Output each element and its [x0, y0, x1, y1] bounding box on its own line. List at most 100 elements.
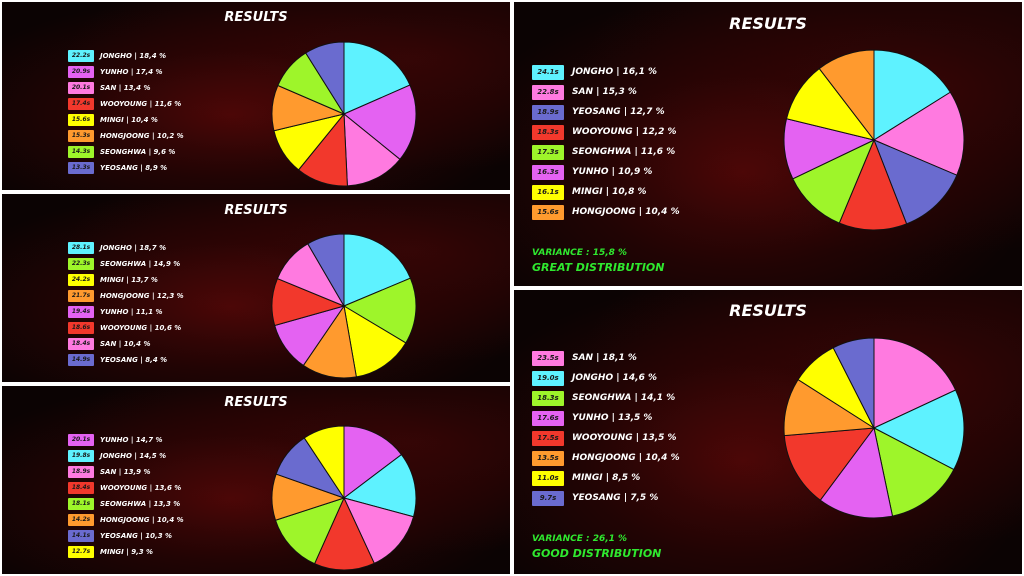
time-badge: 14.1s — [68, 530, 94, 542]
time-badge: 11.0s — [532, 470, 564, 486]
pie-slice — [343, 233, 412, 307]
legend-label: YEOSANG | 8,9 % — [100, 164, 168, 172]
time-badge: 18.4s — [68, 338, 94, 350]
pie-slice — [343, 497, 415, 565]
time-badge: 12.7s — [68, 546, 94, 558]
pie-slice — [838, 138, 908, 231]
panel-title: RESULTS — [729, 301, 807, 320]
time-badge: 17.3s — [532, 144, 564, 160]
time-badge: 18.1s — [68, 498, 94, 510]
results-panel-4: RESULTS 24.1s JONGHO | 16,1 % 22.8s SAN | 1… — [514, 2, 1022, 286]
legend-label: JONGHO | 14,6 % — [572, 373, 658, 383]
legend-item: 20.1s YUNHO | 14,7 % — [68, 432, 184, 448]
legend-item: 13.5s HONGJOONG | 10,4 % — [532, 448, 680, 468]
legend-item: 22.2s JONGHO | 18,4 % — [68, 48, 184, 64]
legend: 22.2s JONGHO | 18,4 % 20.9s YUNHO | 17,4 % 2… — [68, 48, 184, 176]
legend-item: 23.5s SAN | 18,1 % — [532, 348, 680, 368]
legend-item: 14.3s SEONGHWA | 9,6 % — [68, 144, 184, 160]
legend-item: 20.1s SAN | 13,4 % — [68, 80, 184, 96]
time-badge: 22.3s — [68, 258, 94, 270]
legend-item: 9.7s YEOSANG | 7,5 % — [532, 488, 680, 508]
legend-label: HONGJOONG | 10,2 % — [100, 132, 184, 140]
legend-item: 18.3s SEONGHWA | 14,1 % — [532, 388, 680, 408]
legend-item: 24.2s MINGI | 13,7 % — [68, 272, 184, 288]
legend-label: HONGJOONG | 10,4 % — [572, 453, 680, 463]
pie-chart — [271, 41, 417, 187]
legend-label: JONGHO | 16,1 % — [572, 67, 658, 77]
legend-label: WOOYOUNG | 12,2 % — [572, 127, 677, 137]
time-badge: 14.3s — [68, 146, 94, 158]
pie-slice — [343, 305, 407, 378]
legend-item: 16.1s MINGI | 10,8 % — [532, 182, 680, 202]
legend-label: WOOYOUNG | 10,6 % — [100, 324, 182, 332]
legend-item: 17.3s SEONGHWA | 11,6 % — [532, 142, 680, 162]
legend-label: YUNHO | 14,7 % — [100, 436, 163, 444]
legend-item: 16.3s YUNHO | 10,9 % — [532, 162, 680, 182]
legend-label: JONGHO | 18,4 % — [100, 52, 167, 60]
time-badge: 20.1s — [68, 434, 94, 446]
time-badge: 17.6s — [532, 410, 564, 426]
pie-slice — [832, 337, 875, 429]
pie-slice — [343, 84, 417, 161]
time-badge: 23.5s — [532, 350, 564, 366]
legend-label: JONGHO | 18,7 % — [100, 244, 167, 252]
legend-item: 17.4s WOOYOUNG | 11,6 % — [68, 96, 184, 112]
results-panel-3: RESULTS 20.1s YUNHO | 14,7 % 19.8s JONGHO |… — [2, 386, 510, 574]
legend-item: 18.4s SAN | 10,4 % — [68, 336, 184, 352]
time-badge: 18.4s — [68, 482, 94, 494]
pie-slice — [873, 337, 957, 429]
time-badge: 14.2s — [68, 514, 94, 526]
pie-chart — [783, 337, 965, 519]
pie-slice — [873, 139, 958, 225]
legend-item: 19.4s YUNHO | 11,1 % — [68, 304, 184, 320]
time-badge: 18.3s — [532, 390, 564, 406]
time-badge: 15.3s — [68, 130, 94, 142]
pie-slice — [343, 112, 401, 187]
legend-label: SAN | 10,4 % — [100, 340, 151, 348]
legend-label: YUNHO | 17,4 % — [100, 68, 163, 76]
legend-item: 22.3s SEONGHWA | 14,9 % — [68, 256, 184, 272]
time-badge: 18.6s — [68, 322, 94, 334]
legend-item: 19.0s JONGHO | 14,6 % — [532, 368, 680, 388]
panel-title: RESULTS — [224, 203, 288, 218]
pie-slice — [307, 233, 345, 308]
legend-item: 15.6s HONGJOONG | 10,4 % — [532, 202, 680, 222]
legend-label: SAN | 15,3 % — [572, 87, 637, 97]
legend-label: MINGI | 10,4 % — [100, 116, 158, 124]
time-badge: 16.3s — [532, 164, 564, 180]
legend-item: 24.1s JONGHO | 16,1 % — [532, 62, 680, 82]
legend-label: MINGI | 10,8 % — [572, 187, 647, 197]
time-badge: 20.9s — [68, 66, 94, 78]
legend-item: 11.0s MINGI | 8,5 % — [532, 468, 680, 488]
legend-item: 20.9s YUNHO | 17,4 % — [68, 64, 184, 80]
time-badge: 13.3s — [68, 162, 94, 174]
time-badge: 9.7s — [532, 490, 564, 506]
legend-item: 17.5s WOOYOUNG | 13,5 % — [532, 428, 680, 448]
legend-item: 18.9s SAN | 13,9 % — [68, 464, 184, 480]
variance-text: VARIANCE : 26,1 % — [532, 534, 628, 544]
legend-label: SEONGHWA | 9,6 % — [100, 148, 176, 156]
legend-label: SAN | 13,4 % — [100, 84, 151, 92]
time-badge: 22.2s — [68, 50, 94, 62]
pie-slice — [872, 91, 965, 176]
time-badge: 22.8s — [532, 84, 564, 100]
legend: 24.1s JONGHO | 16,1 % 22.8s SAN | 15,3 % 18.… — [532, 62, 680, 222]
distribution-verdict: GOOD DISTRIBUTION — [532, 547, 662, 560]
pie-slice — [872, 389, 965, 471]
legend-label: JONGHO | 14,5 % — [100, 452, 167, 460]
legend: 20.1s YUNHO | 14,7 % 19.8s JONGHO | 14,5 % 1… — [68, 432, 184, 560]
legend-label: SAN | 13,9 % — [100, 468, 151, 476]
pie-slice — [342, 277, 417, 344]
legend-item: 13.3s YEOSANG | 8,9 % — [68, 160, 184, 176]
legend-label: YEOSANG | 7,5 % — [572, 493, 659, 503]
legend-item: 15.3s HONGJOONG | 10,2 % — [68, 128, 184, 144]
time-badge: 17.5s — [532, 430, 564, 446]
pie-chart — [783, 49, 965, 231]
time-badge: 19.8s — [68, 450, 94, 462]
pie-chart — [271, 233, 417, 379]
time-badge: 20.1s — [68, 82, 94, 94]
legend-label: SEONGHWA | 11,6 % — [572, 147, 676, 157]
legend-label: SEONGHWA | 14,9 % — [100, 260, 181, 268]
legend-item: 18.9s YEOSANG | 12,7 % — [532, 102, 680, 122]
time-badge: 15.6s — [532, 204, 564, 220]
